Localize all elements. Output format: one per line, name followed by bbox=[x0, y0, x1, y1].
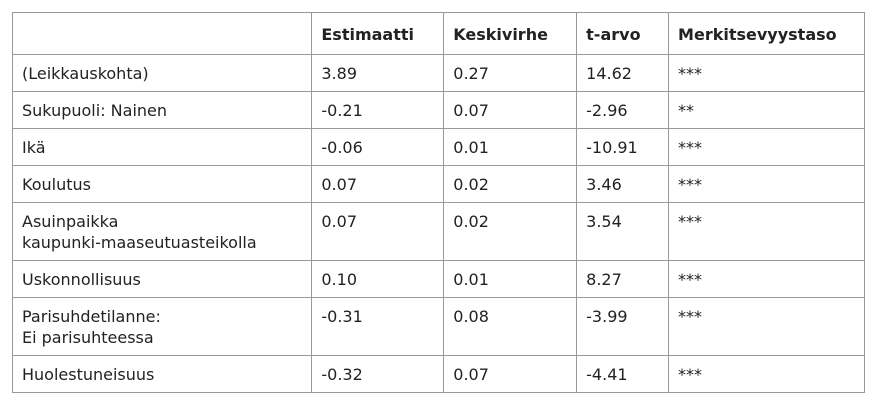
table-cell: 0.01 bbox=[443, 128, 578, 166]
table-cell: *** bbox=[668, 128, 865, 166]
header-row: Estimaatti Keskivirhe t-arvo Merkitsevyysta… bbox=[11, 12, 865, 55]
table-cell: 0.27 bbox=[443, 54, 578, 92]
table-cell: -4.41 bbox=[576, 355, 670, 393]
table-cell: -10.91 bbox=[576, 128, 670, 166]
row-label: Asuinpaikka kaupunki-maaseutuasteikolla bbox=[11, 202, 313, 261]
header-cell: Keskivirhe bbox=[443, 12, 578, 55]
header-cell bbox=[11, 12, 313, 55]
table-cell: 0.07 bbox=[443, 355, 578, 393]
table-cell: *** bbox=[668, 165, 865, 203]
row-label: Sukupuoli: Nainen bbox=[11, 91, 313, 129]
table-cell: -0.32 bbox=[311, 355, 445, 393]
table-row: Sukupuoli: Nainen -0.21 0.07 -2.96 ** bbox=[11, 91, 865, 129]
table-cell: 0.01 bbox=[443, 260, 578, 298]
row-label: Parisuhdetilanne: Ei parisuhteessa bbox=[11, 297, 313, 356]
table-row: Huolestuneisuus -0.32 0.07 -4.41 *** bbox=[11, 355, 865, 393]
results-table: Estimaatti Keskivirhe t-arvo Merkitsevyysta… bbox=[11, 12, 865, 393]
table-cell: 8.27 bbox=[576, 260, 670, 298]
row-label: (Leikkauskohta) bbox=[11, 54, 313, 92]
table-cell: -0.06 bbox=[311, 128, 445, 166]
table-body: (Leikkauskohta) 3.89 0.27 14.62 *** Sukupuoli… bbox=[11, 54, 865, 393]
table-cell: 0.02 bbox=[443, 165, 578, 203]
header-cell: Merkitsevyystaso bbox=[668, 12, 865, 55]
table-cell: -0.21 bbox=[311, 91, 445, 129]
table-cell: -3.99 bbox=[576, 297, 670, 356]
table-cell: 0.10 bbox=[311, 260, 445, 298]
table-cell: 0.07 bbox=[311, 202, 445, 261]
table-cell: *** bbox=[668, 355, 865, 393]
header-cell: Estimaatti bbox=[311, 12, 445, 55]
table-cell: 3.46 bbox=[576, 165, 670, 203]
table-cell: *** bbox=[668, 260, 865, 298]
table-row: Uskonnollisuus 0.10 0.01 8.27 *** bbox=[11, 260, 865, 298]
table-cell: *** bbox=[668, 202, 865, 261]
table-cell: 14.62 bbox=[576, 54, 670, 92]
table-cell: 3.89 bbox=[311, 54, 445, 92]
table-cell: -2.96 bbox=[576, 91, 670, 129]
table-cell: -0.31 bbox=[311, 297, 445, 356]
header-cell: t-arvo bbox=[576, 12, 670, 55]
table-row: Asuinpaikka kaupunki-maaseutuasteikolla 0… bbox=[11, 202, 865, 261]
table-cell: ** bbox=[668, 91, 865, 129]
row-label: Uskonnollisuus bbox=[11, 260, 313, 298]
table-cell: 0.08 bbox=[443, 297, 578, 356]
table-row: Ikä -0.06 0.01 -10.91 *** bbox=[11, 128, 865, 166]
table-row: Parisuhdetilanne: Ei parisuhteessa -0.31 0… bbox=[11, 297, 865, 356]
table-row: (Leikkauskohta) 3.89 0.27 14.62 *** bbox=[11, 54, 865, 92]
row-label: Koulutus bbox=[11, 165, 313, 203]
table-cell: 0.07 bbox=[443, 91, 578, 129]
table-cell: 0.02 bbox=[443, 202, 578, 261]
row-label: Ikä bbox=[11, 128, 313, 166]
table-row: Koulutus 0.07 0.02 3.46 *** bbox=[11, 165, 865, 203]
table-cell: *** bbox=[668, 54, 865, 92]
table-cell: 0.07 bbox=[311, 165, 445, 203]
table-cell: *** bbox=[668, 297, 865, 356]
row-label: Huolestuneisuus bbox=[11, 355, 313, 393]
table-cell: 3.54 bbox=[576, 202, 670, 261]
